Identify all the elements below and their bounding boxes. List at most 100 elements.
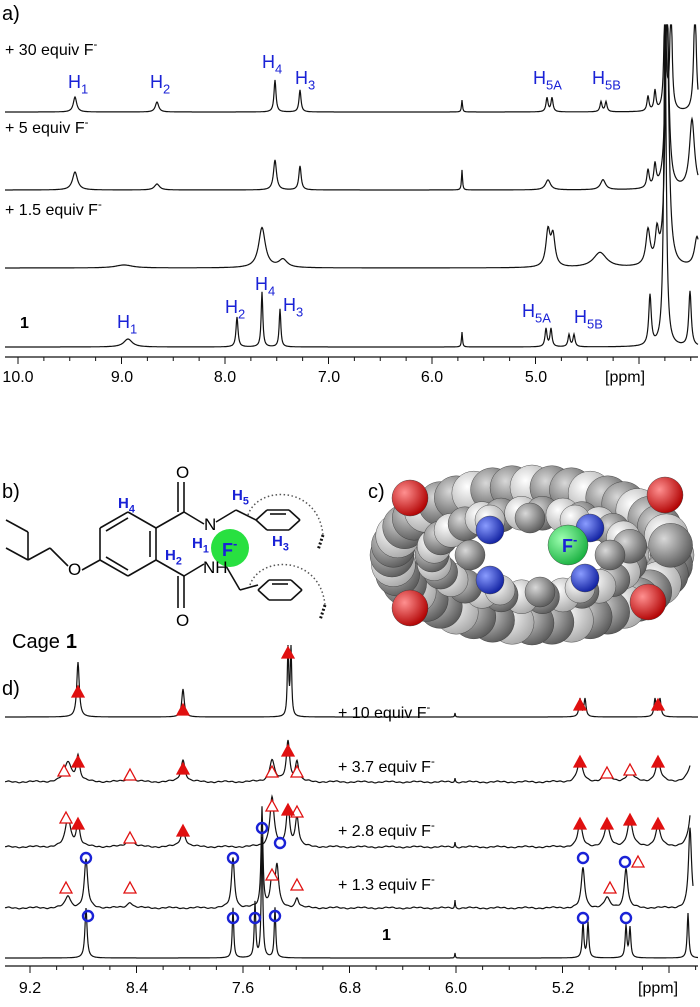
bond: [99, 559, 129, 577]
fluoride-label: F-: [562, 532, 577, 556]
open-circle: [226, 911, 240, 925]
label-text: + 5 equiv F: [5, 120, 85, 137]
label-base: H: [68, 72, 81, 92]
bond: [49, 547, 69, 567]
open-circle: [248, 911, 262, 925]
bond: [290, 589, 303, 601]
label-superscript: -: [427, 702, 431, 714]
axis-tick-label: 10.0: [2, 369, 33, 386]
peak-label: H5A: [533, 68, 562, 92]
bond: [255, 509, 268, 521]
label-superscript: -: [573, 532, 577, 547]
atom-label: O: [176, 463, 189, 482]
label-subscript: 4: [268, 283, 275, 298]
peak-label: H4: [255, 274, 275, 298]
label-subscript: 1: [81, 81, 88, 96]
axis-tick-label: 6.8: [339, 980, 361, 997]
panel-label: c): [368, 481, 385, 503]
label-subscript: 1: [130, 321, 137, 336]
filled-triangle: [70, 754, 86, 768]
label-subscript: 3: [283, 542, 289, 554]
label-text: + 2.8 equiv F: [338, 823, 431, 840]
axis-tick-label: 5.0: [525, 369, 547, 386]
panel-label: a): [2, 3, 20, 25]
atom-sphere: [475, 515, 505, 545]
atom-sphere: [648, 523, 693, 568]
label-base: H: [272, 533, 283, 550]
label-subscript: 5B: [605, 77, 621, 92]
open-circle: [618, 855, 632, 869]
trace-label: 1: [20, 315, 29, 332]
label-superscript: -: [233, 536, 237, 551]
open-circle: [255, 821, 269, 835]
label-text: Cage: [12, 631, 60, 653]
bond: [105, 517, 129, 532]
atom-label: N: [204, 515, 216, 534]
bond: [5, 547, 29, 561]
open-triangle: [56, 763, 72, 777]
spectrum-trace: [5, 24, 699, 191]
peak-label: H5A: [522, 301, 551, 325]
label-base: H: [192, 535, 203, 552]
open-triangle: [58, 880, 74, 894]
axis-tick-label: 9.0: [111, 369, 133, 386]
bond: [235, 509, 257, 521]
filled-triangle: [175, 823, 191, 837]
arc-end: [318, 604, 327, 621]
bond: [155, 511, 185, 529]
proton-label: H1: [192, 535, 209, 556]
trace-label: + 10 equiv F-: [338, 702, 431, 722]
open-triangle: [264, 764, 280, 778]
label-number: 1: [66, 631, 77, 653]
open-circle: [79, 851, 93, 865]
filled-triangle: [572, 816, 588, 830]
bond: [105, 556, 129, 571]
axis-unit: [ppm]: [605, 369, 645, 386]
filled-triangle: [175, 761, 191, 775]
axis-tick-label: 5.2: [552, 980, 574, 997]
trace-label: + 30 equiv F-: [5, 39, 98, 59]
label-text: + 10 equiv F: [338, 705, 427, 722]
open-circle: [268, 909, 282, 923]
trace-label: + 3.7 equiv F-: [338, 756, 435, 776]
label-superscript: -: [98, 199, 102, 211]
label-base: H: [118, 495, 129, 512]
label-subscript: 2: [176, 556, 182, 568]
label-subscript: 3: [308, 77, 315, 92]
open-triangle: [122, 880, 138, 894]
panel-label: d): [2, 678, 20, 700]
cage-label: Cage 1: [12, 631, 77, 653]
peak-label: H5B: [574, 307, 603, 331]
peak-label: H1: [68, 72, 88, 96]
label-base: H: [295, 68, 308, 88]
label-superscript: -: [431, 874, 435, 886]
bond: [288, 509, 301, 521]
open-triangle: [622, 762, 638, 776]
atom-sphere: [594, 539, 626, 571]
label-subscript: 5A: [546, 77, 562, 92]
spectrum-trace: [5, 739, 691, 784]
spectrum-trace: [5, 836, 698, 959]
atom-sphere: [547, 524, 589, 566]
bond: [5, 519, 29, 533]
proton-label: H3: [272, 533, 289, 554]
peak-label: H1: [117, 312, 137, 336]
open-circle: [81, 909, 95, 923]
axis-tick-label: 9.2: [19, 980, 41, 997]
bond: [99, 511, 129, 529]
bond: [183, 563, 205, 577]
label-base: H: [225, 297, 238, 317]
peak-label: H2: [150, 72, 170, 96]
panel-label: b): [2, 481, 20, 503]
spectrum-trace: [5, 24, 699, 269]
open-triangle: [289, 877, 305, 891]
label-text: + 1.5 equiv F: [5, 202, 98, 219]
open-triangle: [58, 810, 74, 824]
trace-label: + 5 equiv F-: [5, 117, 89, 137]
arc-end: [316, 534, 325, 551]
label-subscript: 5B: [587, 316, 603, 331]
peak-label: H2: [225, 297, 245, 321]
filled-triangle: [175, 702, 191, 716]
atom-label: NH: [203, 558, 228, 577]
